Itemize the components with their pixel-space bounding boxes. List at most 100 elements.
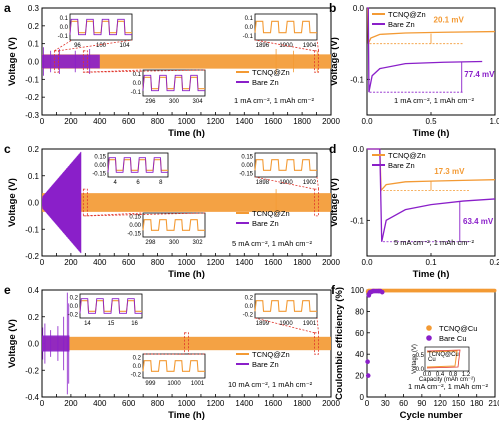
y-tick-label: 80	[355, 307, 364, 316]
x-tick-label: 800	[151, 117, 165, 126]
inset-y-tick: 0.0	[60, 25, 69, 31]
y-tick-label: -0.1	[25, 75, 39, 84]
inset-y-tick: -0.2	[131, 372, 142, 378]
data-point-tcnq	[492, 288, 497, 293]
zoom-connector	[254, 39, 315, 52]
x-tick-label: 0.2	[489, 258, 499, 267]
inset-y-tick: 0.0	[245, 25, 254, 31]
x-tick-label: 1.0	[489, 117, 499, 126]
inset-y-tick: -0.2	[243, 312, 254, 318]
inset-y-tick: -0.15	[92, 171, 106, 177]
zoom-marker	[314, 332, 319, 355]
inset-trace-cu	[426, 349, 461, 369]
legend-entry: Bare Zn	[252, 219, 279, 228]
inset-y-label: Voltage (V)	[412, 344, 418, 374]
inset-trace-tcnq	[254, 20, 317, 34]
inset-x-tick: 302	[193, 240, 204, 246]
inset-x-tick: 1898	[256, 180, 270, 186]
zoom-connector	[316, 317, 319, 333]
zoom-connector	[254, 176, 315, 190]
inset-x-tick: 0.8	[449, 372, 458, 378]
x-axis-label: Time (h)	[168, 128, 205, 139]
inset-x-tick: 1904	[303, 43, 317, 49]
voltage-band	[42, 54, 331, 69]
y-tick-label: 0.2	[28, 22, 40, 31]
inset-y-tick: 0.1	[245, 16, 254, 22]
series-bare-line	[367, 7, 483, 93]
inset-frame	[142, 212, 206, 238]
inset-x-tick: 300	[169, 99, 180, 105]
y-tick-label: -0.1	[350, 75, 364, 84]
inset-y-tick: -0.15	[127, 231, 141, 237]
y-axis-label: Voltage (V)	[7, 178, 18, 227]
y-tick-label: 0.1	[28, 40, 40, 49]
condition-label: 1 mA cm⁻², 1 mAh cm⁻²	[234, 96, 315, 105]
data-point-bare	[365, 359, 370, 364]
legend-entry: Bare Zn	[388, 20, 415, 29]
inset-x-tick: 15	[108, 321, 115, 327]
panel-b: 0.0 0.5 1.0 0.0 -0.1 Time (h) Voltage (V) b 20.1…	[329, 1, 499, 139]
inset-x-tick: 0.0	[423, 372, 432, 378]
y-tick-label: 0	[360, 393, 365, 402]
condition-label: 10 mA cm⁻², 1 mAh cm⁻²	[228, 380, 313, 389]
inset-x-tick: 1899	[256, 321, 270, 327]
x-tick-label: 2000	[322, 258, 340, 267]
zoom-inset: 96 100 104 0.1 0.0 -0.1	[58, 13, 133, 49]
y-tick-label: 0.0	[353, 4, 365, 13]
inset-x-tick: 999	[145, 381, 156, 387]
inset-x-tick: 1001	[191, 381, 205, 387]
x-tick-label: 0.1	[425, 258, 437, 267]
x-tick-label: 0	[40, 399, 45, 408]
panel-f: 0 30 60 90 120 150 180 210 0 20 40 60 80 100 Cycle num…	[331, 283, 499, 421]
inset-y-tick: 0.0	[70, 304, 79, 310]
x-tick-label: 0.0	[361, 258, 373, 267]
y-tick-label: 0.2	[28, 145, 40, 154]
zoom-marker	[184, 332, 189, 355]
inset-frame	[79, 293, 143, 319]
zoom-inset: 1896190019040.10.0-0.1	[243, 13, 318, 49]
x-tick-label: 2000	[322, 117, 340, 126]
y-tick-label: -0.4	[25, 393, 39, 402]
y-tick-label: -0.1	[350, 216, 364, 225]
inset-x-tick: 104	[120, 43, 131, 49]
zoom-inset: 14 15 16 0.2 0.0 -0.2	[68, 293, 143, 327]
x-tick-label: 30	[381, 399, 390, 408]
x-tick-label: 60	[399, 399, 408, 408]
x-tick-label: 1400	[235, 117, 253, 126]
x-tick-label: 1600	[264, 399, 282, 408]
inset-frame	[107, 152, 169, 178]
voltage-spikes	[275, 49, 318, 74]
x-tick-label: 200	[64, 117, 78, 126]
x-tick-label: 400	[93, 117, 107, 126]
y-tick-label: 0.2	[28, 313, 40, 322]
x-tick-label: 1400	[235, 399, 253, 408]
zoom-inset: 4 6 8 0.15 0.00 -0.15	[92, 152, 169, 186]
condition-label: 1 mA cm⁻², 1 mAh cm⁻²	[408, 382, 489, 391]
panel-label: e	[4, 283, 11, 297]
x-tick-label: 150	[452, 399, 466, 408]
inset-y-tick: 0.15	[94, 155, 106, 161]
voltage-spikes	[43, 47, 91, 76]
inset-x-tick: 8	[159, 180, 163, 186]
x-tick-label: 0.0	[361, 117, 373, 126]
voltage-spikes	[42, 292, 70, 395]
inset-trace-tcnq	[254, 300, 317, 312]
inset-x-tick: 298	[145, 240, 156, 246]
inset-x-tick: 16	[131, 321, 138, 327]
x-axis-label: Time (h)	[413, 128, 450, 139]
inset-x-tick: 1896	[256, 43, 270, 49]
inset-trace-bare	[142, 74, 205, 92]
x-tick-label: 0.5	[425, 117, 437, 126]
inset-y-tick: 0.5	[416, 353, 425, 359]
legend-entry: TCNQ@Cu	[439, 324, 477, 333]
x-axis-label: Time (h)	[413, 269, 450, 280]
voltage-band	[42, 54, 100, 69]
inset-frame	[69, 13, 133, 41]
zoom-inset: 298 300 302 0.15 0.00 -0.15	[127, 212, 206, 246]
x-tick-label: 90	[417, 399, 426, 408]
inset-trace-bare	[79, 298, 142, 314]
zoom-marker	[314, 50, 319, 73]
inset-y-tick: -0.1	[131, 90, 142, 96]
legend-marker	[426, 325, 432, 331]
